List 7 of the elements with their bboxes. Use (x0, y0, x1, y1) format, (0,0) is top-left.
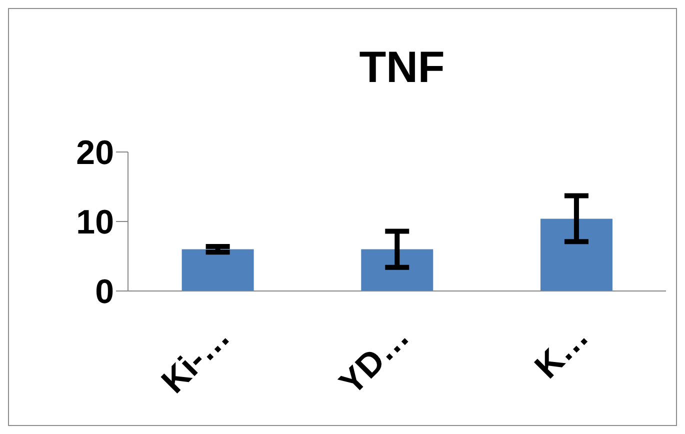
x-tick-label: K… (528, 318, 596, 386)
y-tick-label: 0 (95, 273, 114, 312)
y-tick-label: 10 (76, 204, 114, 242)
chart-title: TNF (358, 43, 446, 93)
x-tick-label: Ki-… (154, 318, 238, 401)
y-tick-label: 20 (76, 134, 114, 172)
x-tick-label: YD… (332, 318, 417, 402)
